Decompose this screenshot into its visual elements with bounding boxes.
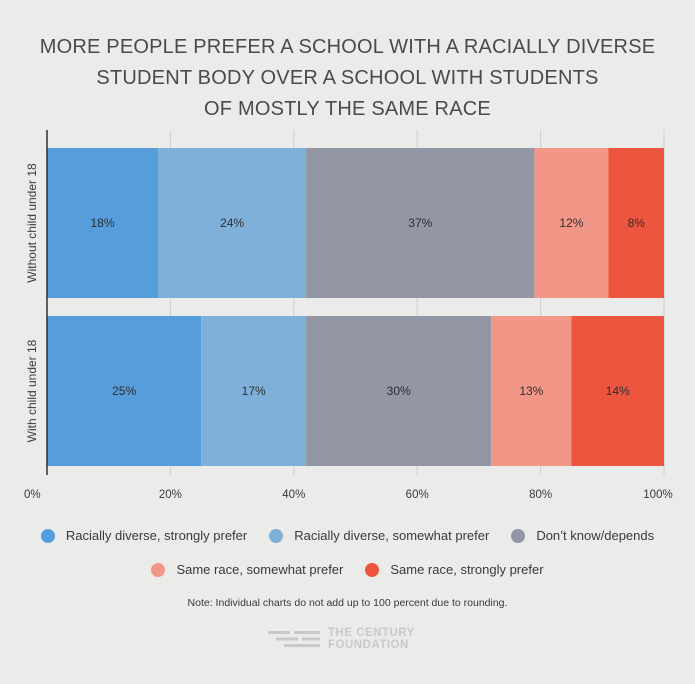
legend-item-diverse-strong: Racially diverse, strongly prefer	[40, 528, 248, 543]
legend-label-dont-know: Don’t know/depends	[536, 528, 655, 543]
bar-without-child-under-18-same-race-somewhat-prefer	[534, 148, 609, 298]
footnote: Note: Individual charts do not add up to…	[187, 597, 508, 609]
bar-without-child-under-18-racially-diverse-strongly-prefer	[47, 148, 159, 298]
century-foundation-logo: THE CENTURY FOUNDATION	[268, 625, 428, 653]
legend-label-same-somewhat: Same race, somewhat prefer	[176, 562, 344, 577]
x-tick-label-80: 80%	[529, 489, 552, 501]
legend-item-same-strong: Same race, strongly prefer	[365, 562, 544, 577]
title-line-3: OF MOSTLY THE SAME RACE	[204, 98, 491, 120]
legend-row-1: Racially diverse, strongly prefer Racial…	[0, 528, 695, 543]
legend-label-same-strong: Same race, strongly prefer	[390, 562, 544, 577]
legend-label-diverse-strong: Racially diverse, strongly prefer	[65, 528, 248, 543]
data-label-with-child-under-18-same-race-somewhat-prefer: 13%	[519, 384, 543, 398]
bar-with-child-under-18-same-race-strongly-prefer	[571, 316, 664, 466]
bar-without-child-under-18-same-race-strongly-prefer	[608, 148, 664, 298]
legend-dot-same-somewhat	[151, 562, 166, 577]
legend-row-2: Same race, somewhat prefer Same race, st…	[0, 562, 695, 577]
data-label-without-child-under-18-racially-diverse-strongly-prefer: 18%	[91, 216, 115, 230]
x-tick-label-100: 100%	[643, 489, 672, 501]
legend-dot-diverse-strong	[40, 528, 55, 543]
data-label-without-child-under-18-same-race-somewhat-prefer: 12%	[559, 216, 583, 230]
legend-dot-dont-know	[511, 528, 526, 543]
x-tick-label-20: 20%	[159, 489, 182, 501]
x-tick-label-0: 0%	[24, 489, 41, 501]
title-line-1: MORE PEOPLE PREFER A SCHOOL WITH A RACIA…	[39, 36, 656, 58]
bar-with-child-under-18-same-race-somewhat-prefer	[491, 316, 572, 466]
legend-item-same-somewhat: Same race, somewhat prefer	[151, 562, 343, 577]
bar-without-child-under-18-don-t-know-depends	[306, 148, 535, 298]
category-label-with-child-under-18: With child under 18	[25, 339, 39, 442]
logo-line-2: FOUNDATION	[328, 639, 409, 651]
logo-mark-icon	[268, 631, 320, 647]
chart-title: MORE PEOPLE PREFER A SCHOOL WITH A RACIA…	[0, 32, 695, 125]
data-label-without-child-under-18-same-race-strongly-prefer: 8%	[628, 216, 646, 230]
bar-with-child-under-18-racially-diverse-strongly-prefer	[47, 316, 202, 466]
legend-dot-same-strong	[365, 562, 380, 577]
data-label-with-child-under-18-don-t-know-depends: 30%	[387, 384, 411, 398]
legend-item-dont-know: Don’t know/depends	[511, 528, 654, 543]
bar-with-child-under-18-racially-diverse-somewhat-prefer	[201, 316, 307, 466]
legend-label-diverse-somewhat: Racially diverse, somewhat prefer	[294, 528, 490, 543]
stacked-bar-chart: 18% 24% 37% 12% 8% Without child under 18 25% 1…	[24, 130, 673, 501]
data-label-with-child-under-18-racially-diverse-somewhat-prefer: 17%	[242, 384, 266, 398]
title-line-2: STUDENT BODY OVER A SCHOOL WITH STUDENTS	[96, 67, 599, 89]
x-tick-label-40: 40%	[282, 489, 305, 501]
category-label-without-child-under-18: Without child under 18	[25, 163, 39, 283]
legend-item-diverse-somewhat: Racially diverse, somewhat prefer	[269, 528, 489, 543]
x-tick-label-60: 60%	[406, 489, 429, 501]
data-label-without-child-under-18-don-t-know-depends: 37%	[408, 216, 432, 230]
logo-wordmark: THE CENTURY FOUNDATION	[328, 627, 415, 651]
legend-dot-diverse-somewhat	[269, 528, 284, 543]
bar-with-child-under-18-don-t-know-depends	[306, 316, 492, 466]
bar-without-child-under-18-racially-diverse-somewhat-prefer	[158, 148, 307, 298]
logo-line-1: THE CENTURY	[328, 627, 415, 639]
data-label-with-child-under-18-same-race-strongly-prefer: 14%	[606, 384, 630, 398]
data-label-with-child-under-18-racially-diverse-strongly-prefer: 25%	[112, 384, 136, 398]
data-label-without-child-under-18-racially-diverse-somewhat-prefer: 24%	[220, 216, 244, 230]
